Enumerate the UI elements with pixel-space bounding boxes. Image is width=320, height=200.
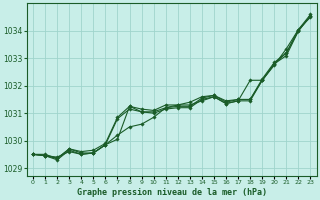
X-axis label: Graphe pression niveau de la mer (hPa): Graphe pression niveau de la mer (hPa) — [77, 188, 267, 197]
